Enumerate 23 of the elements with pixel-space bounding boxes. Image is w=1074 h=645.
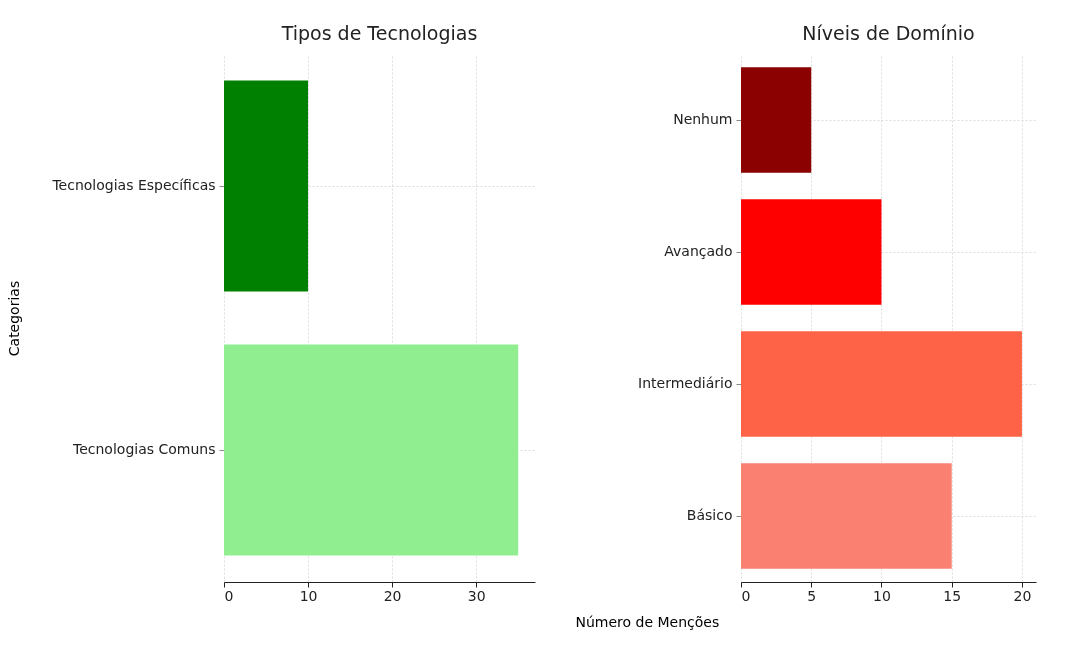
x-axis-title: Número de Menções — [575, 613, 720, 630]
x-tick-label: 20 — [383, 587, 402, 604]
bar — [741, 463, 952, 569]
y-tick-label: Avançado — [664, 243, 733, 259]
y-tick-label: Básico — [686, 507, 733, 523]
x-tick-label: 0 — [741, 587, 751, 604]
bar — [741, 199, 882, 305]
y-tick-label: Tecnologias Comuns — [72, 441, 216, 457]
bar — [741, 67, 812, 173]
x-tick-label: 0 — [224, 587, 234, 604]
x-tick-label: 15 — [943, 587, 962, 604]
chart-title: Níveis de Domínio — [802, 22, 975, 44]
x-tick-label: 30 — [467, 587, 486, 604]
y-axis-title: Categorias — [6, 280, 23, 357]
x-tick-label: 20 — [1013, 587, 1032, 604]
x-tick-label: 10 — [299, 587, 318, 604]
chart-title: Tipos de Tecnologias — [280, 22, 478, 44]
y-tick-label: Intermediário — [638, 375, 733, 391]
bar — [741, 331, 1022, 437]
y-tick-label: Tecnologias Específicas — [51, 177, 216, 193]
x-tick-label: 5 — [807, 587, 817, 604]
x-tick-label: 10 — [873, 587, 891, 604]
y-tick-label: Nenhum — [673, 111, 733, 127]
